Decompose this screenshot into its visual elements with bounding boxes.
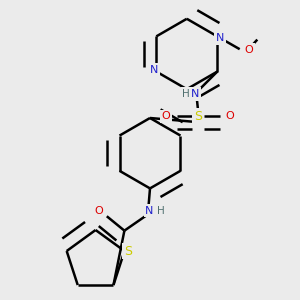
Text: H: H: [157, 206, 164, 216]
Text: S: S: [194, 110, 202, 123]
Text: O: O: [226, 111, 235, 122]
Text: N: N: [191, 89, 200, 99]
Text: O: O: [94, 206, 103, 216]
Text: O: O: [244, 45, 253, 55]
Text: H: H: [182, 89, 190, 99]
Text: S: S: [124, 244, 132, 257]
Text: N: N: [150, 65, 158, 75]
Text: O: O: [162, 111, 170, 122]
Text: N: N: [145, 206, 154, 216]
Text: N: N: [216, 33, 224, 43]
